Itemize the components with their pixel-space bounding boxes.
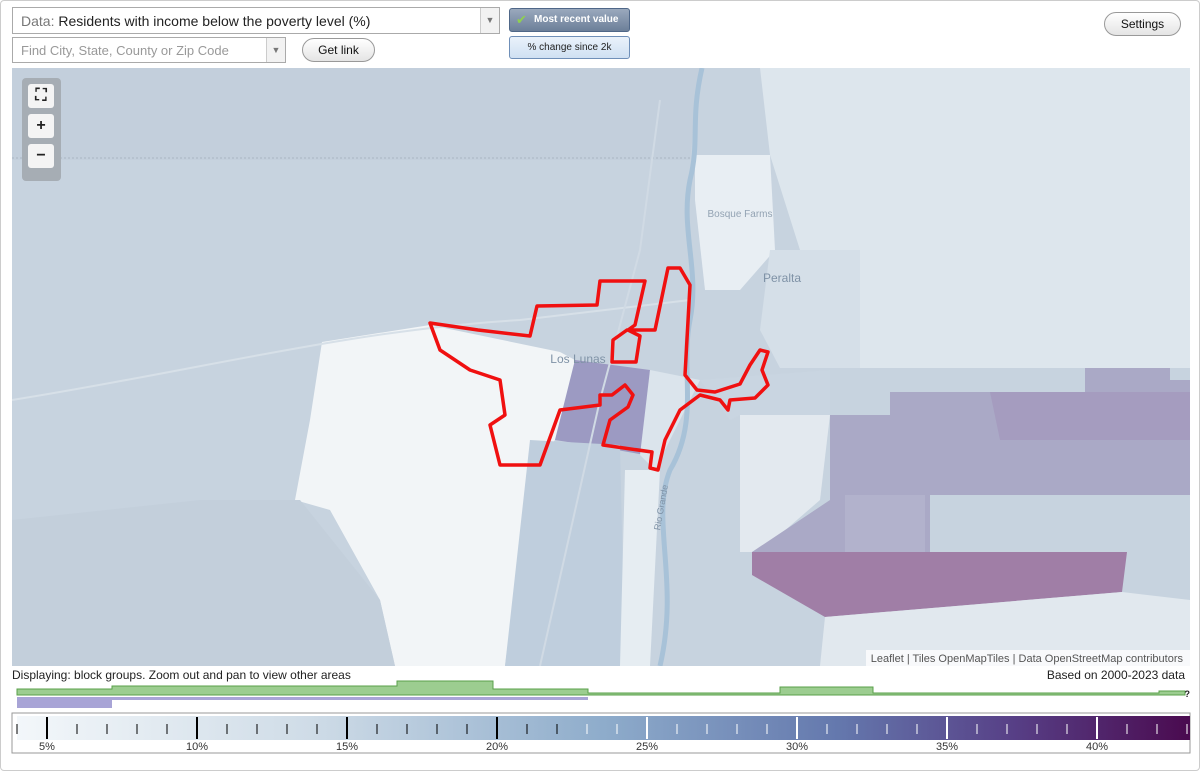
based-on-note: Based on 2000-2023 data bbox=[1046, 668, 1185, 682]
legend-tick-label: 30% bbox=[786, 741, 808, 753]
histogram-baseline bbox=[17, 697, 588, 708]
legend-tick-label: 40% bbox=[1086, 741, 1108, 753]
search-arrow: ▼ bbox=[266, 38, 285, 62]
region bbox=[820, 592, 1190, 666]
data-select-value: Residents with income below the poverty … bbox=[58, 13, 371, 29]
region bbox=[760, 68, 1190, 368]
legend: ? 5% 10% 15% 20% 25% 30% 35% 40% bbox=[11, 680, 1191, 754]
most-recent-label: Most recent value bbox=[534, 14, 619, 25]
search-box[interactable]: Find City, State, County or Zip Code ▼ bbox=[12, 37, 286, 63]
get-link-button[interactable]: Get link bbox=[302, 38, 375, 62]
region bbox=[695, 155, 775, 290]
legend-tick-label: 15% bbox=[336, 741, 358, 753]
selection-outline bbox=[428, 266, 770, 472]
region bbox=[555, 360, 650, 455]
legend-tick-label: 5% bbox=[39, 741, 55, 753]
legend-gradient bbox=[17, 716, 1190, 740]
place-label: Bosque Farms bbox=[707, 209, 772, 220]
region bbox=[700, 370, 830, 420]
percent-change-button[interactable]: % change since 2k bbox=[509, 36, 630, 59]
check-icon: ✔ bbox=[516, 12, 527, 27]
road bbox=[539, 99, 661, 666]
data-label: Data: bbox=[21, 13, 55, 29]
legend-tick-label: 20% bbox=[486, 741, 508, 753]
region bbox=[752, 552, 1127, 617]
region bbox=[12, 68, 700, 160]
place-label: Peralta bbox=[763, 271, 801, 285]
data-select[interactable]: Data: Residents with income below the po… bbox=[12, 7, 500, 34]
legend-tick-label: 25% bbox=[636, 741, 658, 753]
zoom-out-button[interactable]: − bbox=[28, 144, 54, 168]
region bbox=[990, 392, 1190, 440]
legend-tick-label: 10% bbox=[186, 741, 208, 753]
region bbox=[845, 495, 925, 552]
most-recent-button[interactable]: ✔ Most recent value bbox=[509, 8, 630, 32]
zoom-in-button[interactable]: + bbox=[28, 114, 54, 138]
region bbox=[740, 415, 830, 552]
legend-tick-label: 35% bbox=[936, 741, 958, 753]
displaying-note: Displaying: block groups. Zoom out and p… bbox=[12, 668, 351, 682]
attribution-bg bbox=[866, 650, 1190, 666]
road bbox=[12, 299, 691, 401]
settings-button[interactable]: Settings bbox=[1104, 12, 1181, 36]
search-placeholder: Find City, State, County or Zip Code bbox=[21, 43, 229, 58]
attribution[interactable]: Leaflet | Tiles OpenMapTiles | Data Open… bbox=[871, 653, 1184, 665]
region bbox=[760, 250, 860, 368]
fullscreen-button[interactable]: ⛶ bbox=[28, 84, 54, 108]
place-label: Los Lunas bbox=[550, 352, 605, 366]
region bbox=[12, 500, 395, 666]
region bbox=[620, 470, 660, 666]
select-arrow: ▼ bbox=[480, 8, 499, 33]
help-icon[interactable]: ? bbox=[1185, 689, 1191, 699]
map[interactable]: Bosque Farms Peralta Los Lunas Rio Grand… bbox=[12, 68, 1190, 666]
histogram-current bbox=[16, 680, 1186, 696]
